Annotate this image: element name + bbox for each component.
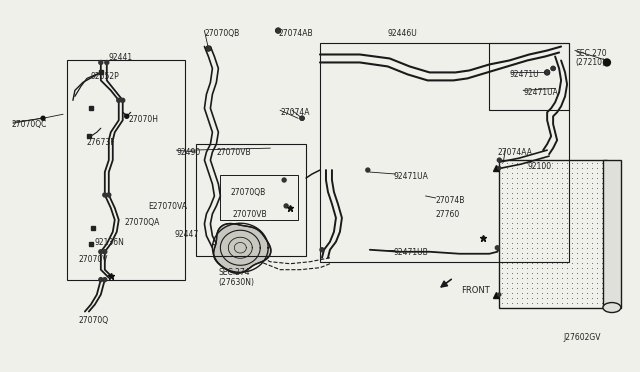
Text: 27673F: 27673F xyxy=(87,138,115,147)
Circle shape xyxy=(105,61,109,64)
Bar xyxy=(67,61,184,280)
Text: (27210): (27210) xyxy=(575,58,605,67)
Circle shape xyxy=(41,116,45,120)
Bar xyxy=(603,160,621,308)
Text: 27074AB: 27074AB xyxy=(278,29,313,38)
Text: 27074A: 27074A xyxy=(280,108,310,117)
Circle shape xyxy=(121,98,125,102)
Circle shape xyxy=(206,46,211,51)
Text: 27070QB: 27070QB xyxy=(204,29,240,38)
Circle shape xyxy=(99,278,103,282)
Text: 27070VB: 27070VB xyxy=(216,148,251,157)
Circle shape xyxy=(116,98,121,102)
Circle shape xyxy=(99,61,103,64)
Text: J27602GV: J27602GV xyxy=(563,333,600,343)
Text: 27760: 27760 xyxy=(436,210,460,219)
Text: 92471U: 92471U xyxy=(509,70,539,80)
Polygon shape xyxy=(214,224,271,273)
Text: SEC.270: SEC.270 xyxy=(575,48,607,58)
Circle shape xyxy=(495,246,499,250)
Circle shape xyxy=(498,293,501,296)
Circle shape xyxy=(551,67,555,70)
Text: 92471UB: 92471UB xyxy=(394,248,428,257)
Circle shape xyxy=(125,114,129,118)
Circle shape xyxy=(207,46,211,51)
Text: 27074AA: 27074AA xyxy=(497,148,532,157)
Circle shape xyxy=(103,250,107,254)
Circle shape xyxy=(545,70,550,75)
Text: 27070Q: 27070Q xyxy=(79,315,109,324)
Circle shape xyxy=(276,29,280,33)
Text: 92552P: 92552P xyxy=(91,73,120,81)
Circle shape xyxy=(551,67,555,70)
Text: 92471UA: 92471UA xyxy=(394,172,429,181)
Circle shape xyxy=(276,28,281,33)
Circle shape xyxy=(103,193,107,197)
Circle shape xyxy=(284,204,288,208)
Bar xyxy=(196,144,306,256)
Circle shape xyxy=(107,193,111,197)
Text: 27074B: 27074B xyxy=(436,196,465,205)
Bar xyxy=(490,42,569,110)
Circle shape xyxy=(497,158,501,162)
Circle shape xyxy=(498,167,501,170)
Circle shape xyxy=(545,70,549,74)
Ellipse shape xyxy=(603,302,621,312)
Text: 92441: 92441 xyxy=(109,52,133,61)
Circle shape xyxy=(320,248,324,252)
Text: 27070H: 27070H xyxy=(129,115,159,124)
Bar xyxy=(220,175,298,220)
Text: 92471UA: 92471UA xyxy=(524,89,558,97)
Text: 92446U: 92446U xyxy=(388,29,417,38)
Text: 92447: 92447 xyxy=(175,230,199,239)
Circle shape xyxy=(103,278,107,282)
Text: SEC.274: SEC.274 xyxy=(218,268,250,277)
Circle shape xyxy=(300,116,304,120)
Text: 92136N: 92136N xyxy=(95,238,125,247)
Circle shape xyxy=(300,116,304,120)
Text: 27070VB: 27070VB xyxy=(232,210,267,219)
Text: 92490: 92490 xyxy=(177,148,201,157)
Text: 92100: 92100 xyxy=(527,162,551,171)
Text: 27070QA: 27070QA xyxy=(125,218,160,227)
Text: FRONT: FRONT xyxy=(461,286,490,295)
Text: 27070QB: 27070QB xyxy=(230,188,266,197)
Bar xyxy=(499,160,607,308)
Circle shape xyxy=(99,250,103,254)
Text: E27070VA: E27070VA xyxy=(148,202,188,211)
Bar xyxy=(320,42,569,262)
Text: (27630N): (27630N) xyxy=(218,278,254,287)
Circle shape xyxy=(366,168,370,172)
Text: 27070QC: 27070QC xyxy=(11,120,47,129)
Text: 27070V: 27070V xyxy=(79,255,108,264)
Circle shape xyxy=(604,59,611,66)
Circle shape xyxy=(282,178,286,182)
